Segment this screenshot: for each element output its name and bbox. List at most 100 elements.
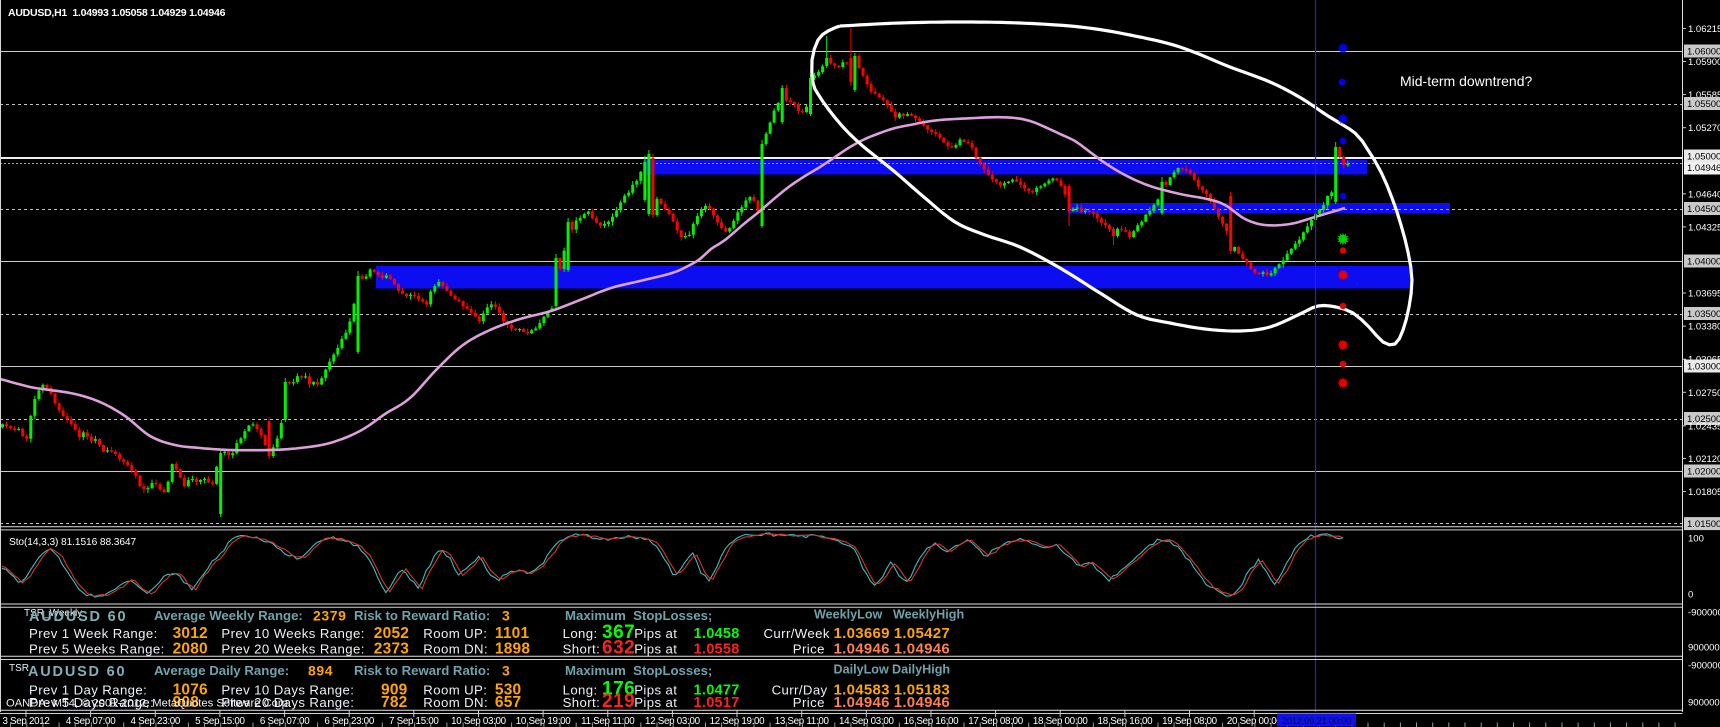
svg-text:894: 894: [308, 663, 333, 679]
svg-text:3: 3: [502, 608, 510, 624]
svg-text:Pips at: Pips at: [634, 626, 677, 641]
svg-text:OANDA- MT4, © 2001-2012, MetaQ: OANDA- MT4, © 2001-2012, MetaQuotes Soft…: [6, 698, 288, 710]
svg-text:Prev 10 Days Range:: Prev 10 Days Range:: [221, 682, 354, 697]
svg-text:2012.09.21 00:00: 2012.09.21 00:00: [1282, 716, 1351, 727]
svg-text:2052: 2052: [374, 625, 409, 642]
svg-text:Prev 1 Week Range:: Prev 1 Week Range:: [29, 626, 158, 641]
svg-text:9000000: 9000000: [1688, 643, 1720, 654]
svg-text:Prev 20 Days Range:: Prev 20 Days Range:: [221, 695, 354, 710]
svg-text:AUDUSD 60: AUDUSD 60: [28, 664, 126, 680]
svg-text:1076: 1076: [173, 681, 208, 698]
svg-text:Room DN:: Room DN:: [423, 642, 488, 657]
svg-text:219: 219: [602, 691, 635, 712]
svg-text:3012: 3012: [173, 625, 208, 642]
svg-text:Mid-term downtrend?: Mid-term downtrend?: [1400, 73, 1532, 89]
svg-text:1.02500: 1.02500: [1687, 414, 1720, 425]
svg-text:Maximum StopLosses;: Maximum StopLosses;: [565, 663, 712, 678]
svg-text:9000000: 9000000: [1688, 698, 1720, 709]
svg-text:DailyLow: DailyLow: [834, 663, 889, 677]
svg-text:1.04946: 1.04946: [894, 694, 950, 711]
svg-text:1.05585: 1.05585: [1688, 90, 1720, 101]
svg-text:1.01500: 1.01500: [1687, 519, 1720, 530]
svg-text:2080: 2080: [173, 641, 208, 658]
svg-text:7 Sep 15:00: 7 Sep 15:00: [389, 716, 439, 727]
svg-text:1.05183: 1.05183: [894, 681, 950, 698]
svg-text:-9000000: -9000000: [1688, 661, 1720, 672]
svg-text:1.03695: 1.03695: [1688, 289, 1720, 300]
svg-text:909: 909: [381, 681, 408, 698]
svg-text:Prev 20 Weeks Range:: Prev 20 Weeks Range:: [221, 642, 364, 657]
svg-text:14 Sep 03:00: 14 Sep 03:00: [839, 716, 895, 727]
svg-text:Short:: Short:: [563, 695, 601, 710]
svg-text:1.05500: 1.05500: [1687, 99, 1720, 110]
svg-text:1.05270: 1.05270: [1688, 123, 1720, 134]
svg-text:Pips at: Pips at: [634, 642, 677, 657]
svg-text:Short:: Short:: [563, 642, 601, 657]
svg-text:WeeklyLow: WeeklyLow: [814, 608, 883, 622]
svg-text:100: 100: [1688, 534, 1704, 545]
svg-text:18 Sep 00:00: 18 Sep 00:00: [1033, 716, 1089, 727]
svg-text:16 Sep 16:00: 16 Sep 16:00: [904, 716, 960, 727]
svg-text:1.04000: 1.04000: [1687, 257, 1720, 268]
svg-text:Prev 5 Days Range:: Prev 5 Days Range:: [29, 695, 154, 710]
svg-text:1.04583: 1.04583: [834, 681, 890, 698]
svg-text:Room DN:: Room DN:: [423, 695, 488, 710]
svg-text:DailyHigh: DailyHigh: [892, 663, 950, 677]
svg-text:1.03000: 1.03000: [1687, 362, 1720, 373]
svg-text:13 Sep 11:00: 13 Sep 11:00: [775, 716, 830, 727]
svg-text:Room UP:: Room UP:: [423, 626, 487, 641]
svg-text:1.0558: 1.0558: [694, 642, 740, 658]
svg-text:TSR: TSR: [9, 663, 29, 674]
svg-text:Price: Price: [793, 642, 825, 657]
svg-text:1.0517: 1.0517: [694, 695, 740, 711]
svg-text:1.04946: 1.04946: [894, 641, 950, 658]
svg-text:657: 657: [495, 694, 521, 711]
svg-text:1.04946: 1.04946: [834, 694, 890, 711]
svg-text:2379: 2379: [313, 608, 347, 624]
svg-text:1.03669: 1.03669: [834, 625, 890, 642]
svg-text:Curr/Week: Curr/Week: [764, 626, 830, 641]
svg-text:1898: 1898: [495, 641, 530, 658]
svg-text:WeeklyHigh: WeeklyHigh: [893, 608, 964, 622]
svg-text:20 Sep 00:00: 20 Sep 00:00: [1227, 716, 1283, 727]
svg-text:Price: Price: [793, 695, 825, 710]
svg-text:6 Sep 07:00: 6 Sep 07:00: [260, 716, 310, 727]
svg-text:4 Sep 07:00: 4 Sep 07:00: [66, 716, 116, 727]
svg-text:3: 3: [502, 663, 510, 679]
svg-text:1.06215: 1.06215: [1688, 24, 1720, 35]
svg-text:Room UP:: Room UP:: [423, 682, 487, 697]
svg-text:Risk to Reward Ratio:: Risk to Reward Ratio:: [354, 663, 490, 678]
svg-text:TSR_Weekly: TSR_Weekly: [24, 608, 82, 619]
svg-text:1.02120: 1.02120: [1688, 454, 1720, 465]
svg-text:1101: 1101: [495, 625, 530, 642]
svg-text:Long:: Long:: [563, 626, 598, 641]
svg-text:Maximum StopLosses;: Maximum StopLosses;: [565, 608, 712, 623]
svg-text:3 Sep 2012: 3 Sep 2012: [2, 716, 49, 727]
svg-text:1.03380: 1.03380: [1688, 322, 1720, 333]
svg-text:1.04500: 1.04500: [1687, 204, 1720, 215]
svg-text:4 Sep 23:00: 4 Sep 23:00: [131, 716, 181, 727]
svg-text:12 Sep 19:00: 12 Sep 19:00: [710, 716, 766, 727]
svg-text:1.0458: 1.0458: [694, 626, 740, 642]
svg-text:10 Sep 19:00: 10 Sep 19:00: [516, 716, 572, 727]
svg-text:1.05427: 1.05427: [894, 625, 950, 642]
svg-text:AUDUSD 60: AUDUSD 60: [29, 609, 127, 625]
svg-text:176: 176: [602, 678, 635, 699]
svg-text:2373: 2373: [374, 641, 409, 658]
svg-text:10 Sep 03:00: 10 Sep 03:00: [451, 716, 507, 727]
svg-text:1.05000: 1.05000: [1687, 152, 1720, 163]
svg-text:Sto(14,3,3) 81.1516 88.3647: Sto(14,3,3) 81.1516 88.3647: [9, 537, 136, 548]
svg-text:1.05900: 1.05900: [1688, 57, 1720, 68]
svg-text:0: 0: [1688, 590, 1693, 601]
svg-text:1.0477: 1.0477: [694, 682, 740, 698]
svg-text:1.06000: 1.06000: [1687, 47, 1720, 58]
svg-text:530: 530: [495, 681, 521, 698]
svg-text:1.03500: 1.03500: [1687, 309, 1720, 320]
svg-text:782: 782: [381, 694, 407, 711]
svg-text:Pips at: Pips at: [634, 682, 677, 697]
svg-text:1.04640: 1.04640: [1688, 189, 1720, 200]
svg-text:632: 632: [602, 638, 635, 659]
svg-text:-9000000: -9000000: [1688, 608, 1720, 619]
svg-text:1.01805: 1.01805: [1688, 487, 1720, 498]
svg-text:17 Sep 08:00: 17 Sep 08:00: [968, 716, 1024, 727]
